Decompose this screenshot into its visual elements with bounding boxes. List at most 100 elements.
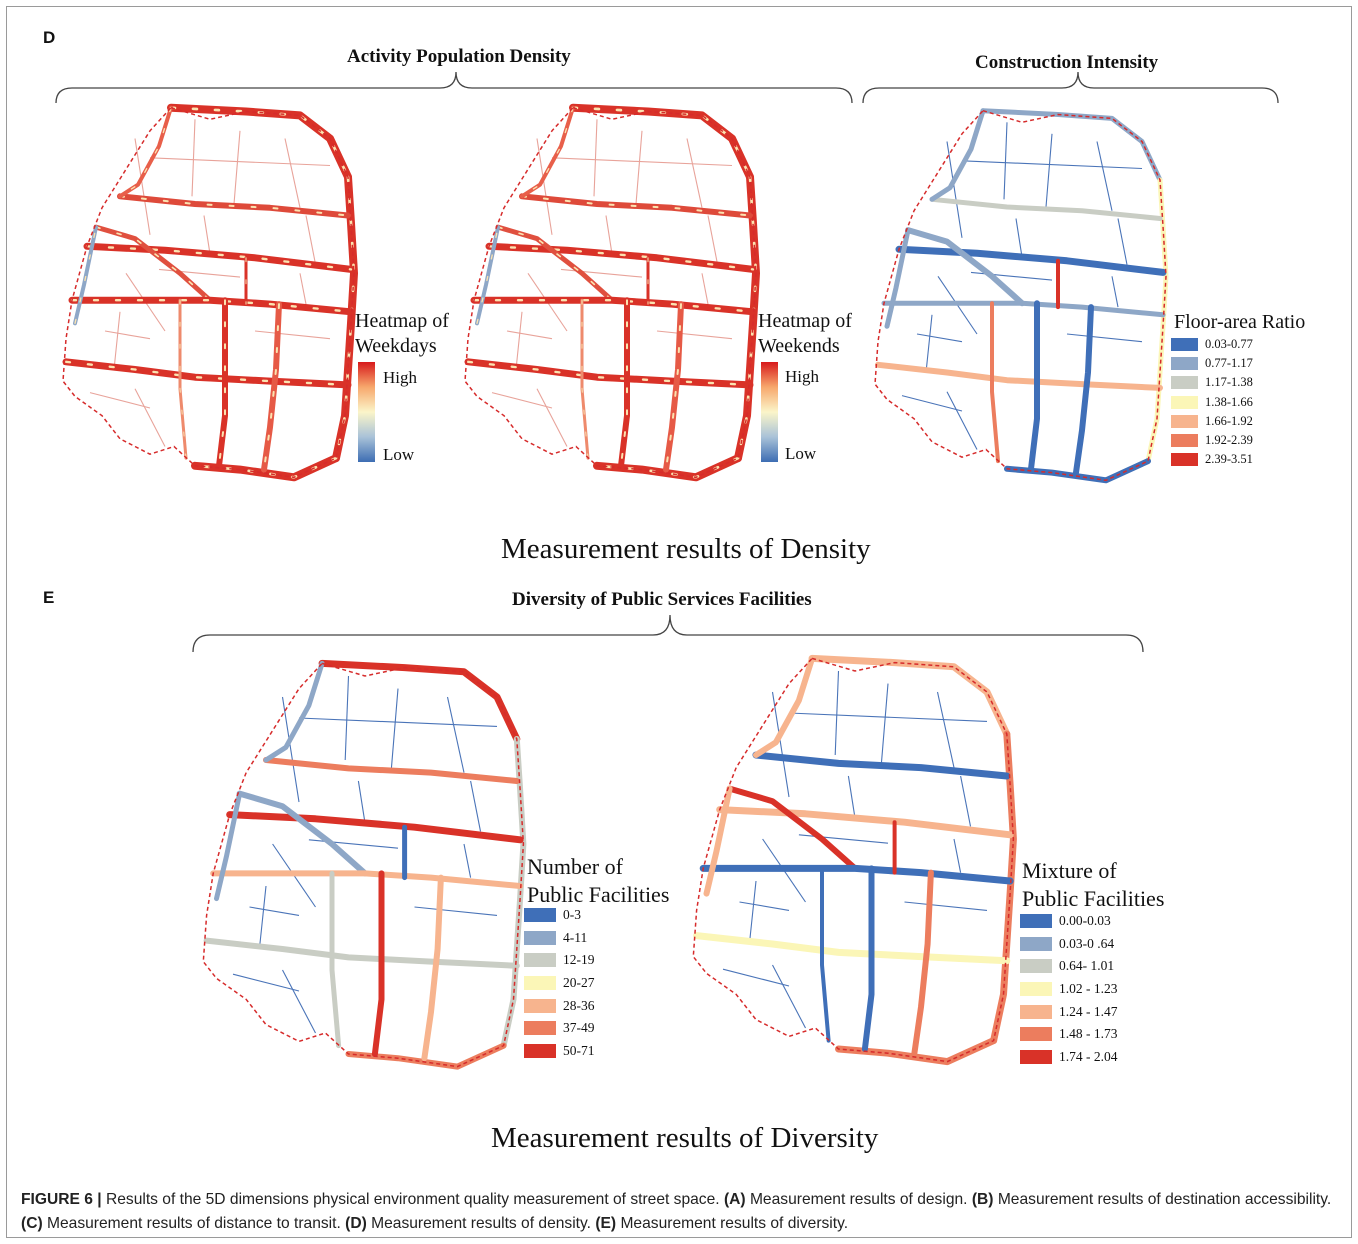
street-segment bbox=[911, 869, 934, 1057]
legend-number-swatch bbox=[524, 1043, 556, 1058]
street-segment bbox=[875, 361, 1163, 391]
street-segment bbox=[861, 865, 875, 1052]
minor-street bbox=[281, 696, 300, 803]
street-segment bbox=[318, 659, 521, 743]
minor-street bbox=[880, 683, 889, 764]
minor-street bbox=[357, 780, 366, 824]
street-segment bbox=[167, 103, 352, 181]
street-segment bbox=[495, 224, 615, 303]
study-area-boundary bbox=[692, 657, 1015, 1063]
minor-street bbox=[104, 330, 151, 340]
street-heat-variation bbox=[581, 299, 589, 459]
legend-mixture-label: 1.02 - 1.23 bbox=[1059, 981, 1118, 997]
street-segment bbox=[470, 296, 757, 316]
legend-far-item: 0.03-0.77 bbox=[1171, 335, 1253, 354]
minor-street bbox=[1096, 141, 1113, 211]
minor-street bbox=[946, 391, 978, 450]
street-segment bbox=[884, 227, 911, 329]
street-segment bbox=[929, 196, 1163, 221]
brace-construction bbox=[862, 71, 1279, 104]
legend-far-swatch bbox=[1171, 453, 1198, 467]
section-title-density: Measurement results of Density bbox=[501, 533, 871, 565]
legend-number-title-line1: Number of bbox=[527, 854, 623, 879]
street-heat-variation bbox=[571, 106, 752, 179]
legend-mixture-swatch bbox=[1020, 914, 1052, 929]
map-number-of-facilities bbox=[202, 659, 527, 1070]
legend-weekends-title-line2: Weekends bbox=[758, 335, 840, 357]
minor-street bbox=[113, 311, 121, 370]
legend-far-label: 2.39-3.51 bbox=[1205, 452, 1253, 467]
study-area-boundary bbox=[202, 662, 525, 1068]
minor-street bbox=[446, 696, 465, 773]
minor-street bbox=[916, 333, 963, 343]
minor-street bbox=[960, 775, 972, 827]
legend-far-item: 1.38-1.66 bbox=[1171, 393, 1253, 412]
street-segment bbox=[569, 103, 754, 181]
legend-mixture-item: 1.02 - 1.23 bbox=[1020, 978, 1118, 1001]
caption-b-text: Measurement results of destination acces… bbox=[993, 1191, 1332, 1208]
minor-street bbox=[605, 215, 613, 255]
legend-weekdays-high: High bbox=[383, 368, 417, 387]
legend-number-item: 28-36 bbox=[524, 994, 595, 1017]
street-segment bbox=[475, 225, 500, 326]
street-heat-variation bbox=[193, 456, 338, 479]
legend-mixture-title-line2: Public Facilities bbox=[1022, 886, 1165, 911]
minor-street bbox=[491, 392, 553, 409]
minor-street bbox=[463, 843, 472, 878]
street-heat-variation bbox=[466, 360, 752, 387]
minor-street bbox=[635, 130, 643, 205]
legend-mixture-swatch bbox=[1020, 1049, 1052, 1064]
caption-a-text: Measurement results of design. bbox=[745, 1191, 972, 1208]
street-segment bbox=[929, 108, 986, 202]
minor-street bbox=[233, 130, 241, 205]
minor-street bbox=[506, 330, 553, 340]
street-heat-variation bbox=[736, 175, 758, 460]
minor-street bbox=[970, 271, 1053, 281]
caption-c-tag: (C) bbox=[21, 1215, 43, 1232]
street-heat-variation bbox=[334, 175, 356, 460]
legend-mixture-swatch bbox=[1020, 1027, 1052, 1042]
street-segment bbox=[693, 932, 1011, 965]
minor-street bbox=[308, 839, 399, 849]
street-segment bbox=[68, 296, 355, 316]
minor-street bbox=[284, 138, 301, 208]
street-segment bbox=[263, 660, 325, 763]
minor-street bbox=[798, 834, 889, 844]
minor-street bbox=[788, 712, 988, 722]
minor-street bbox=[936, 691, 955, 768]
street-segment bbox=[820, 866, 831, 1043]
street-segment bbox=[73, 225, 98, 326]
minor-street bbox=[707, 215, 718, 262]
street-segment bbox=[62, 358, 352, 389]
street-heat-variation bbox=[521, 195, 751, 217]
legend-weekdays-title-line1: Heatmap of bbox=[355, 310, 449, 332]
panel-letter-d: D bbox=[43, 28, 56, 47]
minor-street bbox=[258, 885, 267, 950]
street-segment bbox=[226, 811, 524, 844]
street-segment bbox=[808, 654, 1011, 738]
street-segment bbox=[263, 757, 520, 784]
minor-street bbox=[1066, 333, 1143, 343]
minor-street bbox=[232, 973, 300, 992]
section-title-diversity: Measurement results of Diversity bbox=[491, 1122, 879, 1154]
street-segment bbox=[464, 358, 754, 389]
minor-street bbox=[1045, 133, 1053, 208]
street-segment bbox=[895, 245, 1167, 276]
legend-mixture-label: 1.74 - 2.04 bbox=[1059, 1048, 1118, 1064]
legend-number-title: Number of Public Facilities bbox=[527, 853, 669, 909]
legend-mixture-item: 1.74 - 2.04 bbox=[1020, 1046, 1118, 1069]
minor-street bbox=[1015, 218, 1023, 258]
caption-d-text: Measurement results of density. bbox=[366, 1215, 596, 1232]
legend-mixture-label: 0.64- 1.01 bbox=[1059, 958, 1115, 974]
legend-far-label: 1.38-1.66 bbox=[1205, 394, 1253, 409]
legend-weekends-high: High bbox=[785, 367, 819, 386]
minor-street bbox=[1117, 218, 1128, 265]
legend-number-label: 37-49 bbox=[563, 1020, 595, 1036]
legend-weekends-low: Low bbox=[785, 444, 817, 463]
street-heat-variation bbox=[521, 107, 574, 197]
minor-street bbox=[298, 717, 498, 727]
legend-mixture-list: 0.00-0.03 0.03-0 .64 0.64- 1.01 1.02 - 1.23… bbox=[1020, 910, 1118, 1068]
legend-mixture-item: 0.03-0 .64 bbox=[1020, 933, 1118, 956]
street-heat-variation bbox=[119, 107, 172, 197]
street-segment bbox=[1028, 300, 1040, 472]
